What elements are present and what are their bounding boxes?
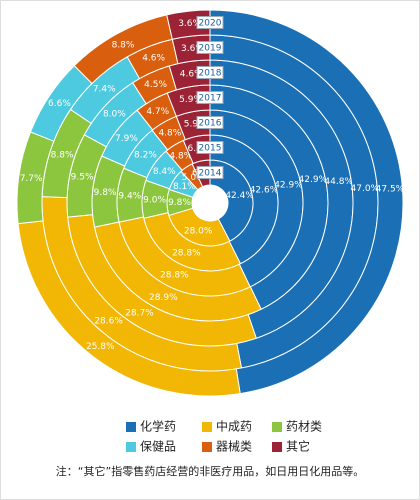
value-label: 42.4%: [225, 191, 254, 201]
value-label: 47.5%: [376, 184, 405, 194]
value-label: 28.8%: [172, 249, 201, 259]
legend-swatch: [126, 422, 136, 432]
value-label: 8.8%: [112, 40, 135, 50]
value-label: 28.9%: [149, 293, 178, 303]
value-label: 28.8%: [160, 271, 189, 281]
value-label: 8.0%: [103, 110, 126, 120]
year-label: 2020: [199, 19, 222, 29]
year-label: 2019: [199, 44, 222, 54]
year-label-box: [196, 116, 224, 129]
value-label: 8.2%: [134, 150, 157, 160]
value-label: 44.8%: [324, 177, 353, 187]
year-label: 2017: [199, 94, 222, 104]
legend-swatch: [272, 442, 282, 452]
year-label: 2015: [199, 144, 222, 154]
legend-label: 药材类: [286, 420, 322, 434]
value-label: 28.0%: [184, 227, 213, 237]
year-label-box: [196, 16, 224, 29]
value-label: 9.8%: [94, 188, 117, 198]
value-label: 9.0%: [143, 195, 166, 205]
value-label: 4.5%: [144, 80, 167, 90]
value-label: 4.8%: [158, 129, 181, 139]
value-label: 5.0%: [182, 173, 205, 183]
year-label-box: [196, 66, 224, 79]
value-label: 4.6%: [142, 54, 165, 64]
value-label: 8.1%: [173, 182, 196, 192]
value-label: 5.9%: [184, 119, 207, 129]
value-label: 7.4%: [93, 84, 116, 94]
legend-label: 器械类: [216, 439, 252, 454]
legend-label: 保健品: [140, 440, 176, 454]
year-label: 2018: [199, 69, 222, 79]
legend-label: 化学药: [140, 419, 176, 434]
value-label: 3.6%: [181, 44, 204, 54]
year-label: 2016: [199, 119, 222, 129]
legend-swatch: [202, 442, 212, 452]
legend-label: 中成药: [216, 419, 252, 434]
legend-label: 其它: [286, 439, 310, 454]
value-label: 7.7%: [20, 174, 43, 184]
value-label: 4.8%: [169, 151, 192, 161]
value-label: 8.8%: [51, 150, 74, 160]
value-label: 28.6%: [94, 316, 123, 326]
value-label: 9.5%: [71, 173, 94, 183]
year-label-box: [196, 41, 224, 54]
value-label: 47.0%: [351, 184, 380, 194]
value-label: 7.9%: [115, 134, 138, 144]
value-label: 42.9%: [274, 181, 303, 191]
value-label: 42.9%: [299, 175, 328, 185]
legend-swatch: [202, 422, 212, 432]
value-label: 28.7%: [125, 308, 154, 318]
value-label: 42.6%: [250, 186, 279, 196]
value-label: 5.9%: [179, 95, 202, 105]
value-label: 4.6%: [180, 69, 203, 79]
footnote: 注：“其它”指零售药店经营的非医疗用品，如日用日化用品等。: [56, 464, 364, 478]
value-label: 25.8%: [86, 342, 115, 352]
value-label: 6.6%: [48, 99, 71, 109]
value-label: 3.6%: [178, 19, 201, 29]
year-label-box: [196, 141, 224, 154]
value-label: 4.7%: [146, 107, 169, 117]
year-label-box: [196, 91, 224, 104]
value-label: 9.8%: [168, 198, 191, 208]
year-label-box: [196, 166, 224, 179]
value-label: 9.4%: [118, 191, 141, 201]
legend-swatch: [272, 422, 282, 432]
legend-swatch: [126, 442, 136, 452]
year-label: 2014: [199, 169, 222, 179]
value-label: 8.4%: [153, 167, 176, 177]
